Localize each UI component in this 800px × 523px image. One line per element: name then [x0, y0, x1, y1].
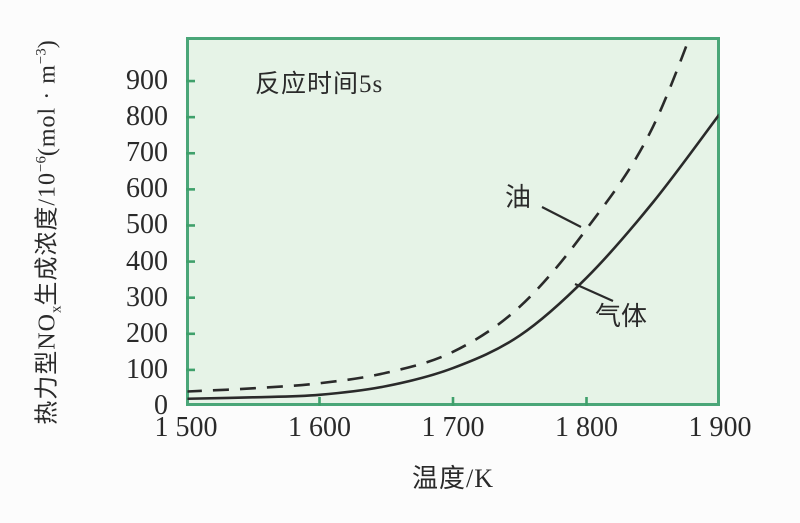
annotation-reaction-time: 反应时间5s: [255, 71, 384, 98]
gas-leader-line: [574, 282, 614, 303]
plot-area: 反应时间5s 油 气体: [186, 37, 720, 406]
y-axis-title-unit: ): [34, 39, 61, 49]
x-axis-title: 温度/K: [411, 464, 494, 493]
plot-svg: [186, 38, 719, 406]
y-tick-label: 100: [126, 353, 168, 385]
x-tick-label: 1 900: [688, 412, 752, 443]
x-tick-label: 1 800: [555, 412, 618, 443]
y-tick-label: 900: [126, 65, 168, 97]
y-tick-label: 0: [154, 390, 168, 421]
oil-leader-line: [541, 206, 582, 228]
y-axis-title-text: 热力型NO: [34, 313, 61, 425]
y-axis-title: 热力型NOx生成浓度/10−6(mol · m−3): [27, 39, 66, 424]
gas-curve: [187, 113, 719, 401]
x-tick-label: 1 700: [421, 412, 485, 443]
y-tick-label: 300: [126, 281, 168, 313]
y-tick-label: 500: [126, 209, 168, 241]
y-axis-title-unit: (mol · m: [34, 64, 61, 157]
series-label-gas: 气体: [595, 302, 648, 331]
y-axis-title-subscript: x: [48, 305, 65, 314]
x-tick-label: 1 500: [154, 412, 218, 443]
y-axis-title-superscript: −6: [33, 156, 50, 172]
y-tick-label: 700: [126, 137, 168, 169]
y-tick-label: 200: [126, 317, 168, 349]
oil-curve: [187, 38, 691, 393]
y-tick-label: 400: [126, 245, 168, 277]
series-label-oil: 油: [505, 183, 532, 212]
y-tick-label: 800: [126, 101, 168, 133]
y-axis-title-text: 生成浓度/10: [34, 171, 61, 306]
y-tick-label: 600: [126, 173, 168, 205]
x-tick-label: 1 600: [288, 412, 351, 443]
y-axis-title-superscript: −3: [33, 48, 50, 65]
